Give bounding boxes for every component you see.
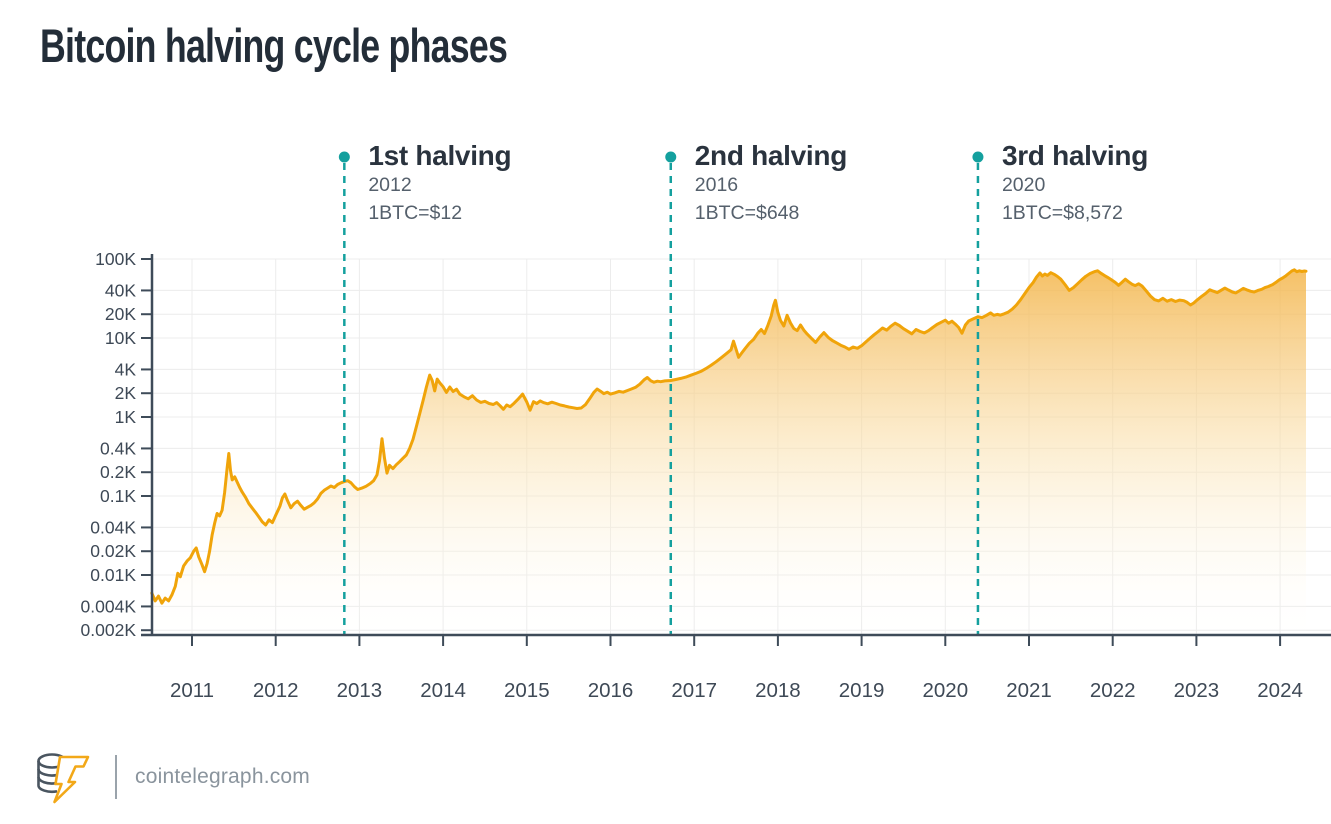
x-tick-label: 2016 — [588, 679, 634, 702]
y-tick-label: 0.004K — [81, 596, 137, 616]
y-tick-label: 0.04K — [90, 517, 136, 537]
y-tick-label: 40K — [105, 280, 136, 300]
x-tick-label: 2024 — [1257, 679, 1303, 702]
y-tick-label: 4K — [115, 359, 137, 379]
halving-annotation-3: 3rd halving 2020 1BTC=$8,572 — [1002, 141, 1148, 227]
y-tick-label: 0.2K — [100, 462, 136, 482]
x-tick-label: 2017 — [671, 679, 717, 702]
halving-2-title: 2nd halving — [694, 140, 848, 171]
halving-annotation-2: 2nd halving 2016 1BTC=$648 — [694, 140, 848, 227]
halving-3-year: 2020 — [1001, 174, 1046, 196]
halving-marker-dot-1 — [338, 151, 350, 163]
y-tick-label: 0.1K — [100, 486, 136, 506]
halving-1-year: 2012 — [368, 174, 412, 196]
x-tick-label: 2021 — [1006, 679, 1052, 702]
footer: cointelegraph.com — [33, 750, 310, 804]
price-line — [150, 268, 1308, 605]
x-tick-label: 2023 — [1174, 679, 1220, 702]
y-tick-label: 0.01K — [90, 565, 136, 585]
halving-annotation-1: 1st halving 2012 1BTC=$12 — [368, 141, 511, 227]
y-tick-label: 0.02K — [90, 541, 136, 561]
y-tick-label: 1K — [115, 407, 137, 427]
page-title: Bitcoin halving cycle phases — [40, 19, 508, 72]
x-tick-label: 2014 — [420, 679, 466, 702]
x-tick-label: 2011 — [170, 679, 214, 702]
price-area-fill — [151, 269, 1306, 635]
x-tick-label: 2013 — [337, 679, 383, 702]
x-tick-label: 2020 — [922, 679, 968, 702]
halving-2-year: 2016 — [694, 174, 739, 196]
y-tick-label: 0.002K — [81, 620, 137, 640]
halving-marker-dot-3 — [972, 151, 984, 163]
x-tick-label: 2019 — [839, 679, 885, 702]
y-tick-label: 100K — [95, 249, 136, 269]
footer-site-label: cointelegraph.com — [135, 765, 310, 788]
footer-divider — [115, 755, 117, 799]
y-tick-label: 2K — [115, 383, 137, 403]
y-tick-label: 20K — [105, 304, 136, 324]
x-tick-label: 2018 — [755, 679, 801, 702]
halving-1-title: 1st halving — [368, 140, 512, 171]
halving-marker-dot-2 — [665, 151, 677, 163]
y-tick-label: 10K — [105, 328, 136, 348]
x-tick-label: 2022 — [1090, 679, 1136, 702]
halving-2-price: 1BTC=$648 — [694, 202, 800, 224]
cointelegraph-logo-icon — [37, 753, 90, 804]
halving-1-price: 1BTC=$12 — [368, 202, 463, 224]
halving-3-title: 3rd halving — [1001, 140, 1149, 171]
halving-3-price: 1BTC=$8,572 — [1001, 202, 1123, 224]
x-tick-label: 2015 — [504, 679, 550, 702]
x-tick-label: 2012 — [253, 679, 299, 702]
y-tick-label: 0.4K — [100, 438, 136, 458]
